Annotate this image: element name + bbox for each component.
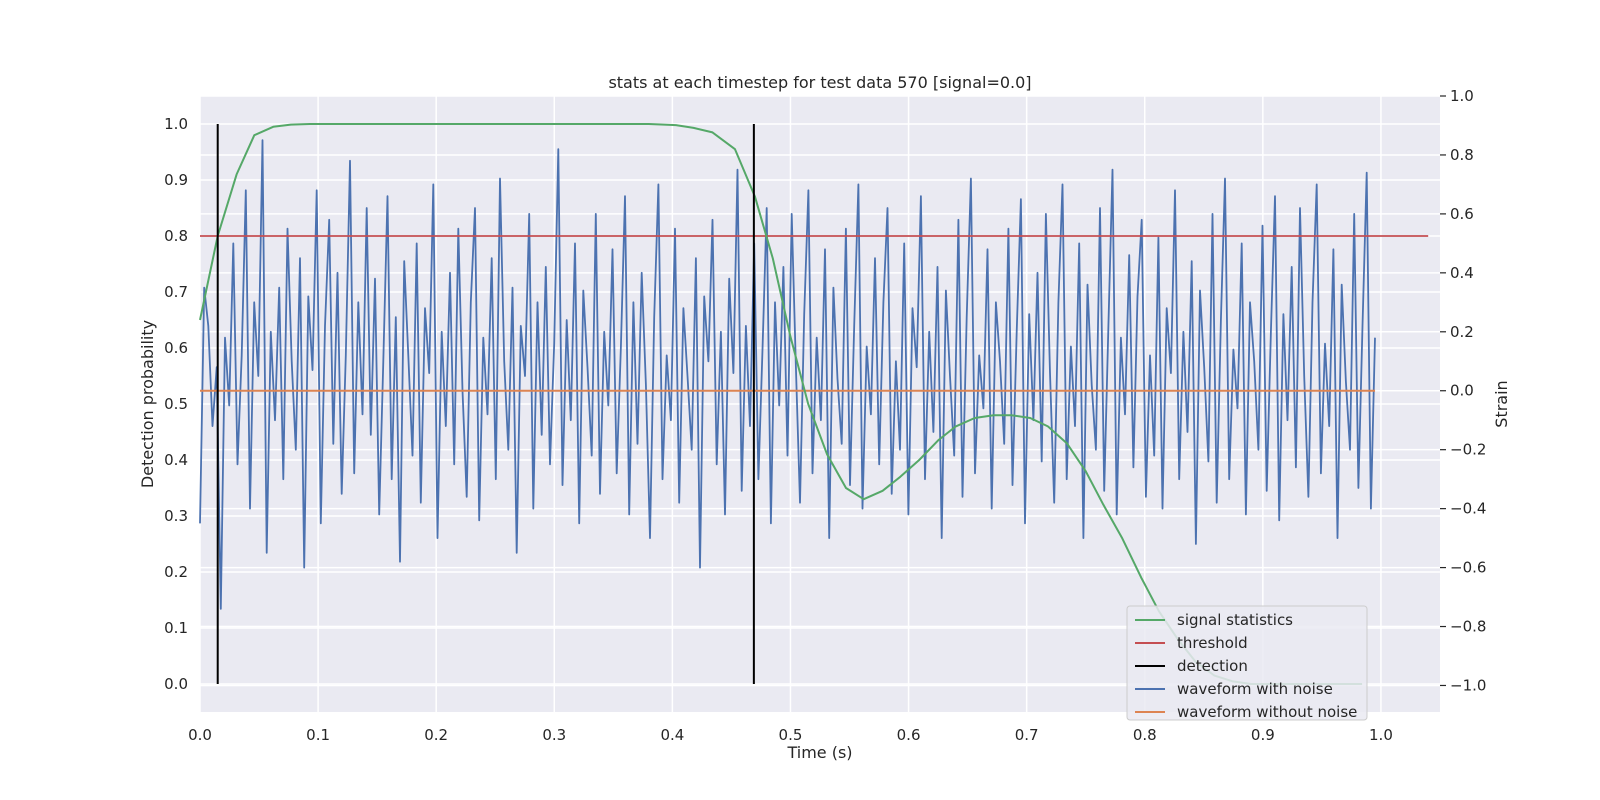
y-tick-label-left: 1.0: [164, 115, 188, 133]
y-tick-label-left: 0.2: [164, 563, 188, 581]
legend-label: signal statistics: [1177, 611, 1293, 629]
x-tick-label: 0.1: [306, 726, 330, 744]
legend-label: detection: [1177, 657, 1248, 675]
x-tick-label: 0.5: [779, 726, 803, 744]
y-tick-label-right: 0.0: [1450, 382, 1474, 400]
y-tick-label-right: −1.0: [1450, 676, 1486, 694]
y-tick-label-right: 0.8: [1450, 146, 1474, 164]
y-tick-label-right: 0.4: [1450, 264, 1474, 282]
x-tick-label: 0.4: [660, 726, 684, 744]
x-tick-label: 0.9: [1251, 726, 1275, 744]
y-tick-label-left: 0.9: [164, 171, 188, 189]
waveform-with-noise-line: [199, 139, 1376, 610]
x-axis-label: Time (s): [786, 743, 852, 762]
y-tick-label-right: −0.2: [1450, 441, 1486, 459]
legend-box: [1126, 605, 1368, 721]
x-tick-label: 0.3: [542, 726, 566, 744]
y-axis-right: −1.0 −0.8 −0.6 −0.4 −0.2 0.0 0.2 0.4 0.6 0.8 1.0: [1440, 87, 1486, 694]
x-tick-label: 0.6: [897, 726, 921, 744]
y-axis-label-right: Strain: [1492, 380, 1511, 427]
x-tick-label: 0.2: [424, 726, 448, 744]
x-tick-label: 0.7: [1015, 726, 1039, 744]
y-tick-label-left: 0.5: [164, 395, 188, 413]
x-axis: 0.0 0.1 0.2 0.3 0.4 0.5 0.6 0.7 0.8 0.9 1.0: [188, 726, 1393, 744]
y-tick-label-left: 0.8: [164, 227, 188, 245]
legend-label: waveform without noise: [1177, 703, 1357, 721]
x-tick-label: 0.8: [1133, 726, 1157, 744]
legend-label: threshold: [1177, 634, 1248, 652]
y-tick-label-left: 0.4: [164, 451, 188, 469]
y-tick-label-left: 0.0: [164, 675, 188, 693]
y-axis-left: 0.0 0.1 0.2 0.3 0.4 0.5 0.6 0.7 0.8 0.9 1.0: [164, 115, 188, 693]
y-tick-label-left: 0.3: [164, 507, 188, 525]
waveform-with-noise-series: [199, 139, 1376, 610]
detection-series: [216, 124, 755, 684]
x-tick-label: 1.0: [1369, 726, 1393, 744]
y-tick-label-left: 0.1: [164, 619, 188, 637]
y-tick-label-right: −0.8: [1450, 618, 1486, 636]
chart-title: stats at each timestep for test data 570…: [608, 73, 1031, 92]
y-tick-label-left: 0.7: [164, 283, 188, 301]
legend: signal statistics threshold detection wavef…: [1126, 605, 1368, 721]
y-tick-label-right: −0.6: [1450, 559, 1486, 577]
x-tick-label: 0.0: [188, 726, 212, 744]
y-tick-label-right: 0.2: [1450, 323, 1474, 341]
y-tick-label-left: 0.6: [164, 339, 188, 357]
legend-label: waveform with noise: [1177, 680, 1333, 698]
y-tick-label-right: 0.6: [1450, 205, 1474, 223]
y-axis-label-left: Detection probability: [138, 320, 157, 488]
y-tick-label-right: 1.0: [1450, 87, 1474, 105]
y-tick-label-right: −0.4: [1450, 500, 1486, 518]
